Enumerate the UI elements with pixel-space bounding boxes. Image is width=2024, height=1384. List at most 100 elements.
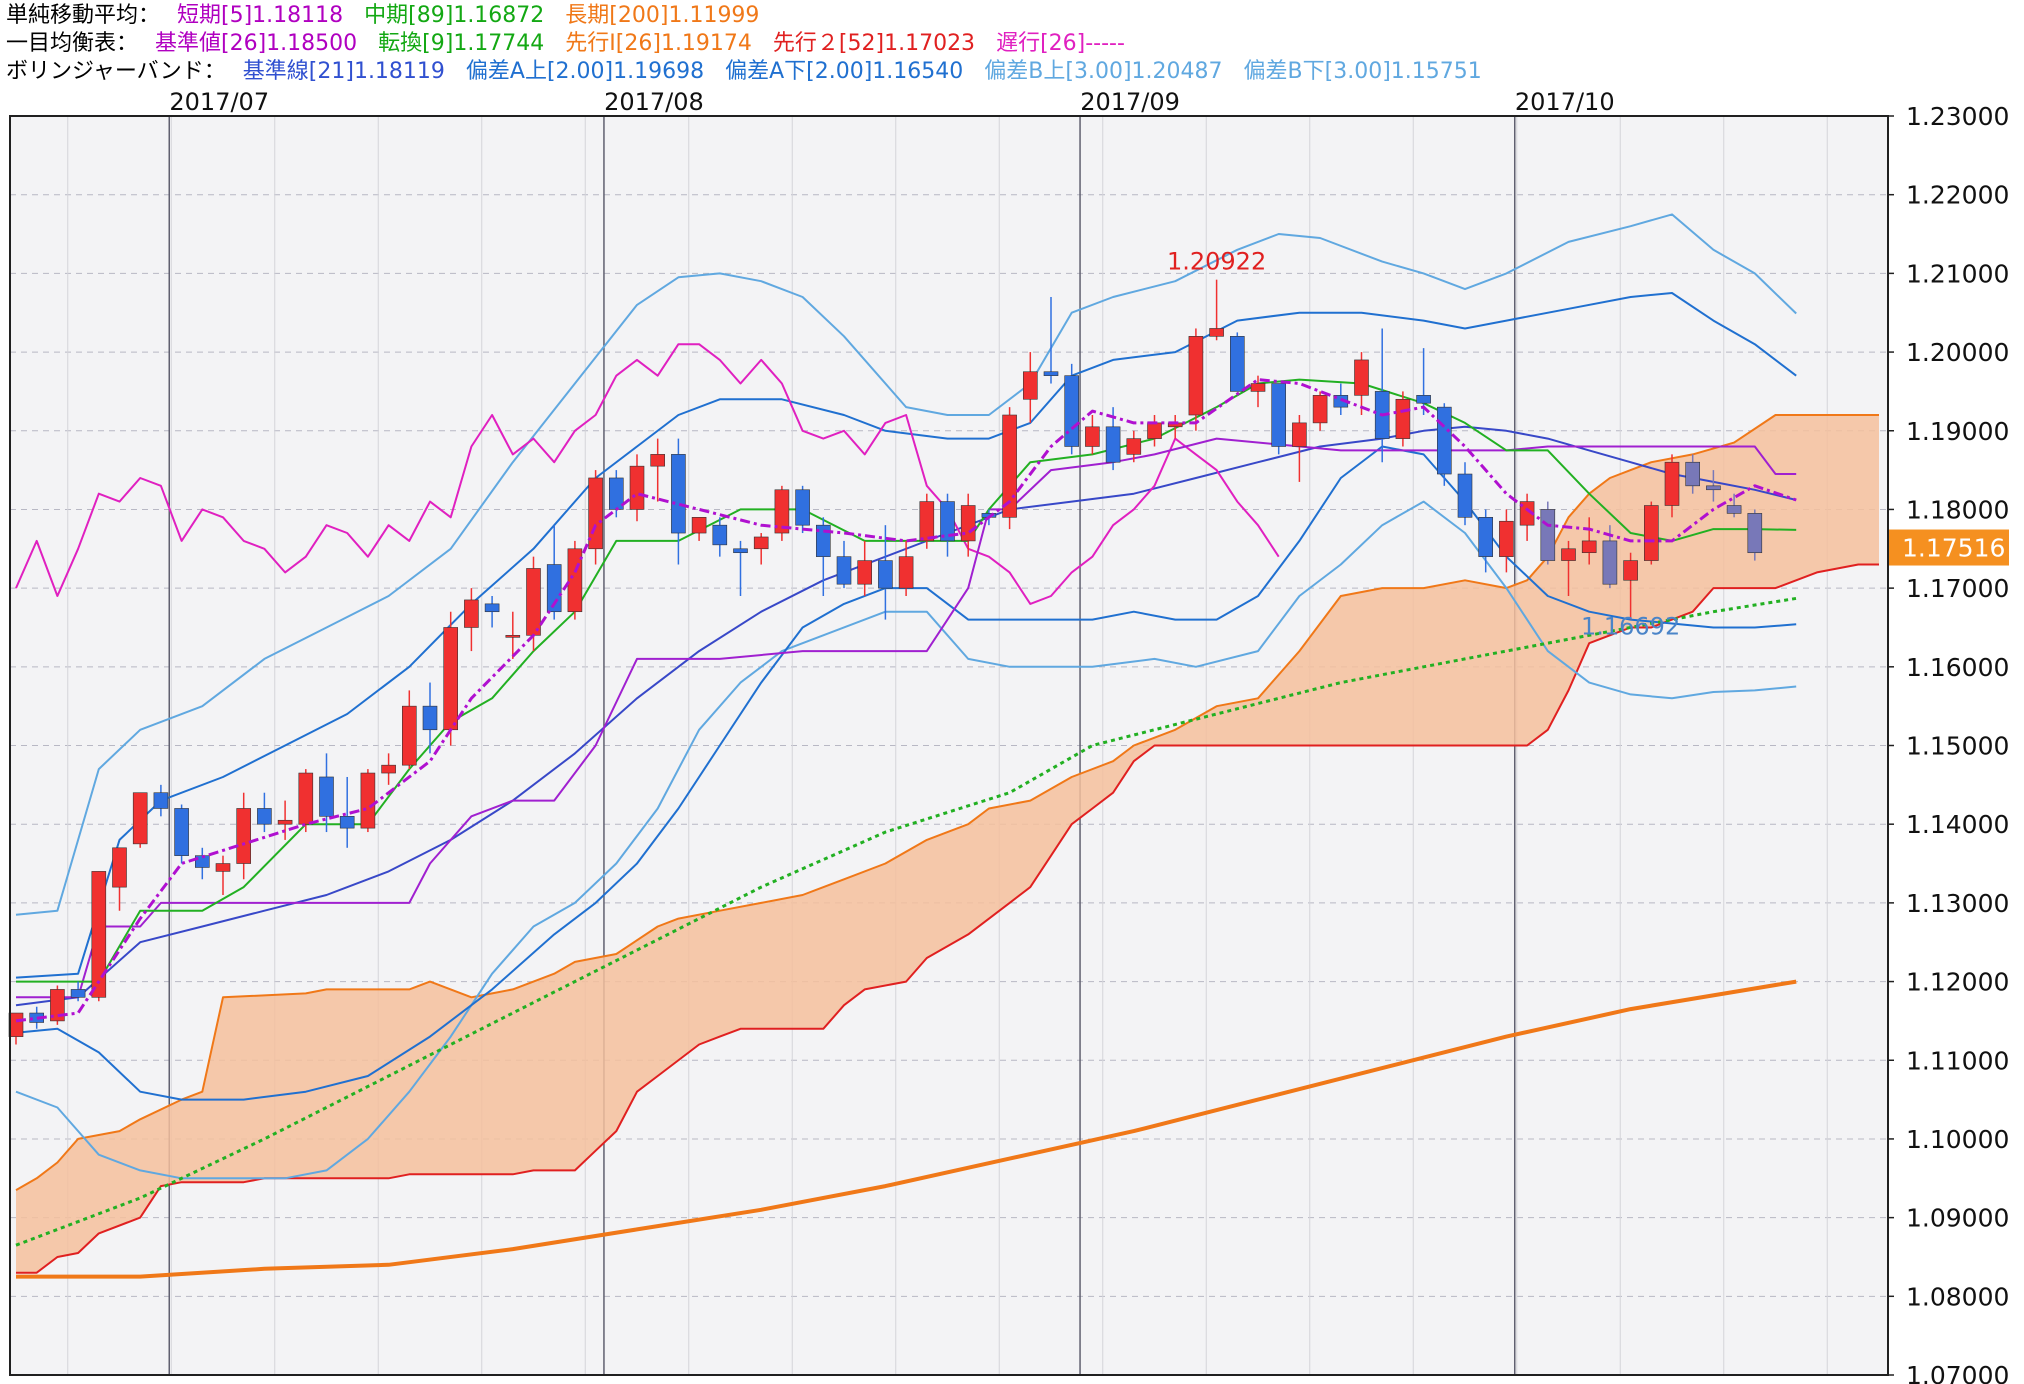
series-line-bb_a_dn xyxy=(15,445,1797,1101)
y-tick-label: 1.22000 xyxy=(1906,181,2009,210)
candle-body xyxy=(1499,520,1514,557)
candle-body xyxy=(1581,540,1597,554)
candle-body xyxy=(277,819,293,825)
series-line-ma_long xyxy=(16,979,1797,1279)
candle-body xyxy=(650,454,666,467)
candle-body xyxy=(1085,426,1100,447)
y-tick-label: 1.08000 xyxy=(1906,1282,2009,1311)
candle-body xyxy=(153,792,169,809)
y-tick-label: 1.16000 xyxy=(1906,653,2009,682)
candle-body xyxy=(1271,383,1286,447)
candle-body xyxy=(691,517,707,534)
candle-body xyxy=(215,863,231,872)
candle-body xyxy=(1726,505,1742,514)
candle-body xyxy=(91,871,107,998)
candle-body xyxy=(1664,461,1680,506)
candle-body xyxy=(1685,461,1700,487)
candle-body xyxy=(1105,426,1121,463)
legend-ichimoku-tenkan: 転換[9]1.17744 xyxy=(378,31,545,56)
x-month-label: 2017/10 xyxy=(1515,88,1615,116)
candle-body xyxy=(1126,438,1142,455)
candle-body xyxy=(1147,422,1162,439)
candle-body xyxy=(132,792,148,845)
x-month-label: 2017/07 xyxy=(169,88,269,116)
candle-body xyxy=(339,816,355,829)
y-tick-label: 1.13000 xyxy=(1906,889,2009,918)
y-tick-label: 1.15000 xyxy=(1906,732,2009,761)
current-price-tag xyxy=(1889,529,2009,566)
candle-body xyxy=(1043,371,1059,376)
candle-body xyxy=(1602,540,1618,585)
candle-body xyxy=(1416,395,1431,404)
candle-body xyxy=(112,847,127,888)
candle-body xyxy=(1437,406,1452,475)
candle-body xyxy=(8,1012,24,1037)
candle-body xyxy=(526,568,541,636)
y-tick-label: 1.07000 xyxy=(1906,1361,2009,1384)
y-tick-label: 1.17000 xyxy=(1906,574,2009,603)
legend-bollinger-mid: 基準線[21]1.18119 xyxy=(242,59,445,84)
candle-body xyxy=(1002,414,1017,518)
candle-body xyxy=(1644,505,1659,561)
legend-ichimoku-senkou2: 先行２[52]1.17023 xyxy=(772,31,976,56)
annotation-label: 1.16692 xyxy=(1581,612,1680,640)
legend-sma-short: 短期[5]1.18118 xyxy=(177,3,344,28)
candle-body xyxy=(1747,513,1763,554)
legend-bollinger-b-up: 偏差B上[3.00]1.20487 xyxy=(984,59,1223,84)
y-tick-label: 1.21000 xyxy=(1906,259,2009,288)
candle-body xyxy=(1354,359,1369,396)
legend-bollinger-b-dn: 偏差B下[3.00]1.15751 xyxy=(1243,59,1482,84)
legend-sma: 単純移動平均： 短期[5]1.18118 中期[89]1.16872 長期[20… xyxy=(6,1,2006,31)
legend-sma-mid: 中期[89]1.16872 xyxy=(364,3,545,28)
legend-ichimoku-kijun: 基準値[26]1.18500 xyxy=(155,31,358,56)
legend-sma-long: 長期[200]1.11999 xyxy=(565,3,760,28)
series-line-bb_b_up xyxy=(15,213,1797,916)
candle-body xyxy=(70,989,86,998)
legend-bollinger-a-dn: 偏差A下[2.00]1.16540 xyxy=(725,59,964,84)
series-line-bb_a_up xyxy=(15,292,1797,979)
candle-body xyxy=(629,465,645,510)
x-month-label: 2017/08 xyxy=(604,88,704,116)
y-tick-label: 1.09000 xyxy=(1906,1204,2009,1233)
legend-ichimoku-chikou: 遅行[26]----- xyxy=(996,31,1125,56)
candle-body xyxy=(50,989,65,1022)
legend-bollinger-a-up: 偏差A上[2.00]1.19698 xyxy=(465,59,705,84)
candle-body xyxy=(1292,422,1307,447)
y-tick-label: 1.19000 xyxy=(1906,417,2009,446)
candle-body xyxy=(360,772,376,829)
legend-ichimoku: 一目均衡表： 基準値[26]1.18500 転換[9]1.17744 先行Ⅰ[2… xyxy=(6,29,2006,59)
candle-body xyxy=(1064,375,1079,447)
candle-body xyxy=(1250,383,1266,392)
candle-body xyxy=(712,524,728,546)
candle-body xyxy=(443,627,459,731)
candle-body xyxy=(174,808,189,856)
ichimoku-cloud xyxy=(16,415,1879,1273)
series-line-chikou xyxy=(15,343,1280,605)
candle-body xyxy=(733,548,748,554)
y-tick-label: 1.10000 xyxy=(1906,1125,2009,1154)
candle-body xyxy=(1209,328,1224,337)
candle-body xyxy=(940,501,955,542)
candle-body xyxy=(1022,371,1038,400)
candle-body xyxy=(401,705,417,766)
candle-body xyxy=(505,635,521,638)
series-line-bb_b_dn xyxy=(15,500,1797,1180)
candle-body xyxy=(753,536,769,550)
candle-body xyxy=(919,501,935,542)
candle-body xyxy=(1540,509,1556,561)
candle-body xyxy=(484,603,500,613)
y-tick-label: 1.12000 xyxy=(1906,968,2009,997)
series-line-ma_mid xyxy=(15,596,1797,1247)
y-tick-label: 1.11000 xyxy=(1906,1046,2009,1075)
candle-body xyxy=(898,556,914,589)
candle-body xyxy=(1188,336,1204,416)
candle-body xyxy=(1623,560,1638,581)
y-tick-label: 1.20000 xyxy=(1906,338,2009,367)
y-tick-label: 1.18000 xyxy=(1906,495,2009,524)
candle-body xyxy=(1230,336,1245,392)
annotation-label: 1.20922 xyxy=(1167,248,1266,276)
candle-body xyxy=(1706,485,1721,491)
candle-body xyxy=(298,772,314,825)
candle-body xyxy=(960,505,976,542)
